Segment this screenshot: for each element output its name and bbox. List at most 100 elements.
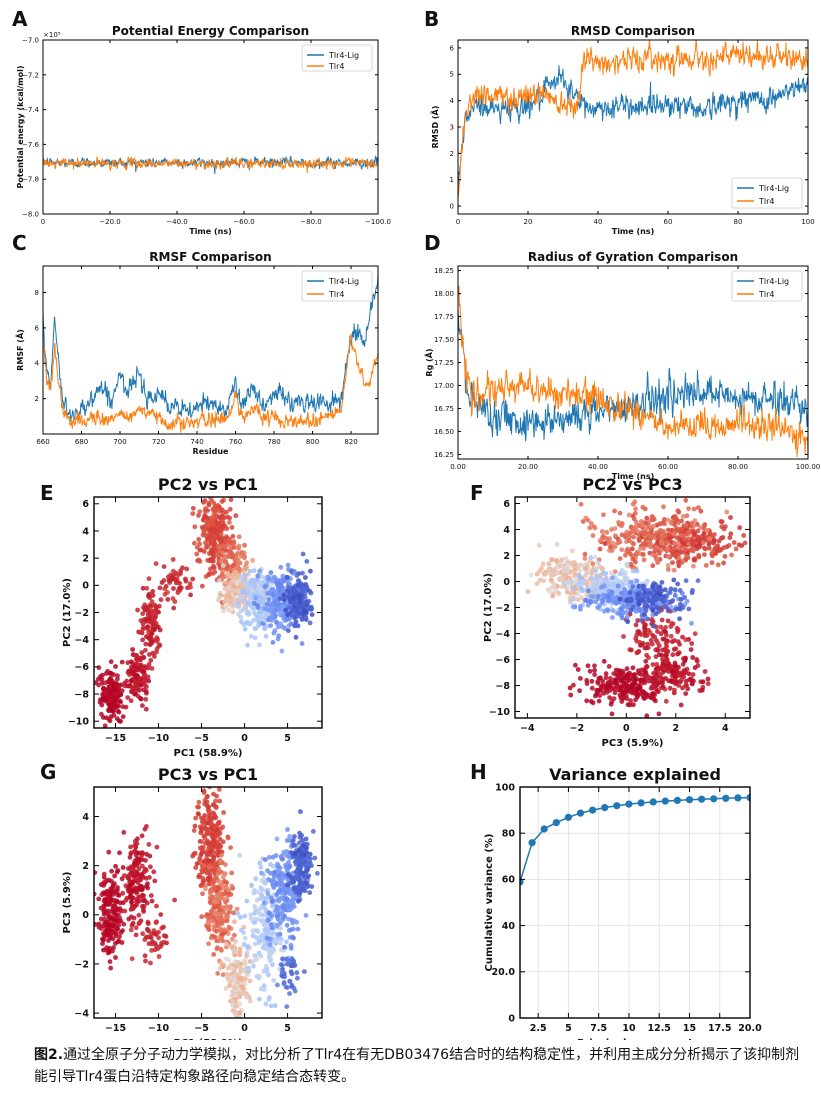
scatter-point xyxy=(644,713,650,718)
scatter-point xyxy=(219,543,225,549)
scatter-point xyxy=(290,588,296,594)
scatter-point xyxy=(722,554,728,559)
scatter-point xyxy=(626,678,632,683)
scatter-point xyxy=(262,614,268,620)
scatter-point xyxy=(253,876,259,882)
scatter-point xyxy=(584,698,590,704)
scatter-point xyxy=(146,576,152,582)
scatter-point xyxy=(654,662,660,667)
scatter-point xyxy=(136,912,142,918)
scatter-point xyxy=(692,531,697,536)
scatter-point xyxy=(156,929,161,935)
scatter-point xyxy=(308,590,314,596)
x-tick-label: −40.0 xyxy=(166,218,187,226)
y-tick-label: 18.25 xyxy=(434,267,454,275)
scatter-point xyxy=(115,673,120,679)
scatter-point xyxy=(264,966,270,972)
scatter-point xyxy=(199,524,205,530)
scatter-point xyxy=(631,534,636,540)
scatter-point xyxy=(215,552,221,558)
scatter-point xyxy=(570,548,575,554)
scatter-point xyxy=(696,554,702,560)
scatter-point xyxy=(273,602,279,607)
scatter-point xyxy=(98,905,104,911)
scatter-point xyxy=(646,655,651,661)
scatter-point xyxy=(227,906,233,912)
scatter-point xyxy=(667,685,673,691)
scatter-point xyxy=(150,621,156,627)
scatter-point xyxy=(116,688,121,693)
panel-label-f: F xyxy=(470,481,484,505)
scatter-point xyxy=(217,830,223,836)
scatter-point xyxy=(621,681,627,686)
scatter-point xyxy=(101,883,107,888)
scatter-point xyxy=(105,933,110,938)
scatter-point xyxy=(246,610,251,615)
scatter-point xyxy=(230,988,236,994)
scatter-point xyxy=(680,634,685,640)
scatter-point xyxy=(224,903,229,909)
scatter-point xyxy=(149,948,155,953)
scatter-point xyxy=(233,1004,239,1009)
scatter-point xyxy=(147,617,153,622)
scatter-point xyxy=(231,984,237,990)
scatter-point xyxy=(122,873,127,878)
scatter-point xyxy=(578,606,583,612)
scatter-point xyxy=(213,823,219,829)
scatter-point xyxy=(642,628,648,634)
scatter-point xyxy=(229,883,235,889)
scatter-point xyxy=(147,875,152,880)
scatter-point xyxy=(106,922,112,928)
scatter-point xyxy=(630,604,636,610)
y-axis-label: PC2 (17.0%) xyxy=(62,578,73,647)
scatter-point xyxy=(284,939,289,945)
scatter-point xyxy=(145,919,151,925)
scatter-point xyxy=(677,616,682,622)
scatter-point xyxy=(700,679,706,685)
panel-label-g: G xyxy=(40,760,56,784)
scatter-point xyxy=(641,689,647,695)
scatter-point xyxy=(113,664,118,669)
scatter-point xyxy=(206,858,212,864)
scatter-point xyxy=(252,953,257,958)
scatter-point xyxy=(601,658,607,664)
scatter-point xyxy=(230,998,236,1004)
scatter-point xyxy=(257,568,263,574)
scatter-point xyxy=(106,708,112,714)
scatter-point xyxy=(631,685,637,691)
y-axis-label: Potential energy (kcal/mol) xyxy=(16,65,25,188)
scatter-point xyxy=(242,555,247,561)
scatter-point xyxy=(266,877,271,882)
scatter-point xyxy=(237,970,242,976)
scatter-point xyxy=(142,953,148,959)
scatter-point xyxy=(144,884,149,889)
scatter-point xyxy=(653,547,658,552)
scatter-point xyxy=(635,529,641,534)
scatter-point xyxy=(270,898,276,904)
scatter-point xyxy=(658,685,664,691)
scatter-point xyxy=(234,906,240,912)
scatter-point xyxy=(259,870,264,876)
y-tick-label: −8 xyxy=(495,681,510,692)
scatter-point xyxy=(689,680,695,686)
scatter-point xyxy=(117,934,122,939)
scatter-point xyxy=(140,931,146,937)
scatter-point xyxy=(213,798,218,804)
scatter-point xyxy=(252,635,258,641)
scatter-point xyxy=(208,863,214,868)
scatter-point xyxy=(690,672,696,677)
scatter-point xyxy=(147,652,152,657)
scatter-point xyxy=(617,510,623,516)
scatter-point xyxy=(612,508,617,514)
scatter-point xyxy=(175,572,181,578)
scatter-point xyxy=(713,545,718,551)
chart-title: Radius of Gyration Comparison xyxy=(528,250,738,264)
scatter-point xyxy=(246,621,252,626)
scatter-point xyxy=(611,696,617,701)
scatter-point xyxy=(134,841,140,846)
scatter-point xyxy=(599,529,605,534)
scatter-point xyxy=(193,865,199,870)
scatter-point xyxy=(269,617,275,623)
scatter-point xyxy=(624,548,630,554)
